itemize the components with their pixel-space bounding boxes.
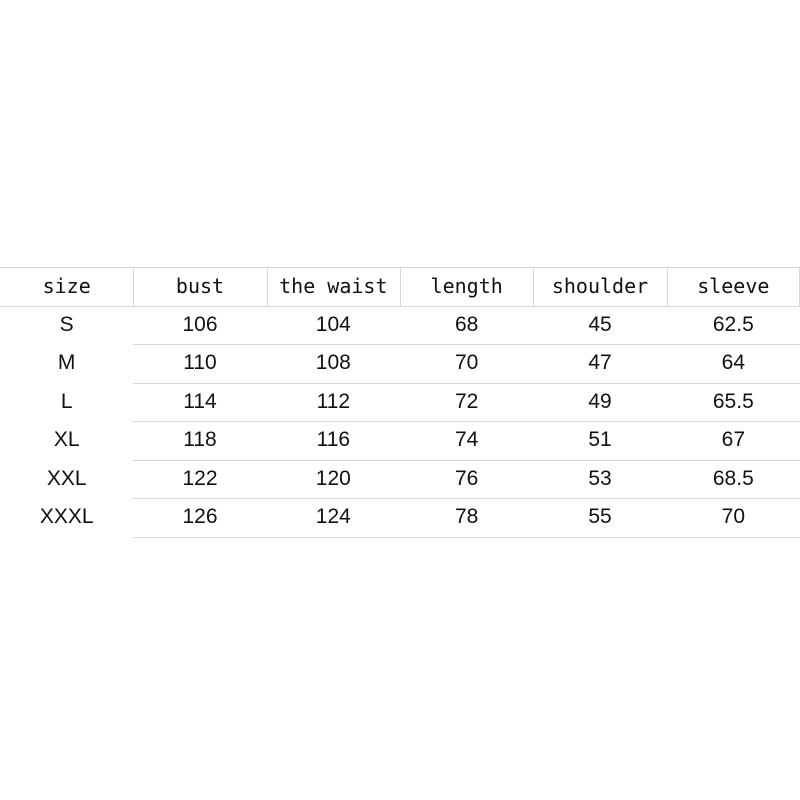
header-cell: shoulder (551, 274, 649, 299)
measure-cell: 70 (721, 505, 745, 529)
size-label: XXXL (39, 505, 94, 529)
measure-cell: 68 (454, 312, 479, 336)
measure-cell: 126 (182, 505, 218, 529)
measure-cell: 70 (454, 351, 479, 375)
row-divider (133, 382, 800, 384)
column-divider (666, 267, 668, 306)
measure-cell: 76 (454, 466, 479, 490)
row-divider (133, 536, 800, 538)
row-divider (133, 459, 800, 461)
measure-cell: 120 (315, 466, 351, 490)
measure-cell: 114 (183, 389, 217, 413)
header-cell: length (430, 274, 503, 299)
measure-cell: 64 (721, 351, 745, 375)
measure-cell: 122 (182, 466, 218, 490)
column-divider (400, 267, 401, 306)
header-cell: the waist (279, 274, 388, 299)
row-divider (133, 421, 800, 422)
measure-cell: 62.5 (712, 312, 754, 336)
measure-cell: 78 (454, 505, 479, 529)
measure-cell: 45 (588, 312, 612, 336)
measure-cell: 55 (588, 505, 612, 529)
header-cell: size (42, 274, 91, 299)
measure-cell: 51 (588, 428, 612, 452)
header-border (0, 305, 800, 307)
header-cell: sleeve (697, 274, 770, 299)
measure-cell: 65.5 (712, 389, 754, 413)
size-label: S (59, 312, 74, 336)
size-label: XXL (46, 466, 87, 490)
measure-cell: 116 (316, 428, 351, 452)
column-divider (533, 267, 535, 306)
measure-cell: 47 (588, 351, 612, 375)
column-divider (133, 267, 135, 306)
row-divider (133, 344, 800, 345)
size-label: XL (53, 428, 80, 452)
measure-cell: 106 (182, 312, 218, 336)
measure-cell: 49 (588, 389, 612, 413)
measure-cell: 67 (721, 428, 745, 452)
size-label: L (60, 389, 73, 413)
measure-cell: 108 (315, 351, 351, 375)
row-divider (133, 498, 800, 499)
measure-cell: 53 (588, 466, 612, 490)
size-label: M (57, 351, 76, 375)
header-cell: bust (175, 274, 225, 299)
measure-cell: 72 (454, 389, 479, 413)
measure-cell: 110 (183, 351, 217, 375)
measure-cell: 74 (454, 428, 479, 452)
column-divider (266, 267, 268, 306)
measure-cell: 104 (315, 312, 351, 336)
measure-cell: 68.5 (712, 466, 754, 490)
measure-cell: 124 (315, 505, 351, 529)
measure-cell: 118 (183, 428, 217, 452)
measure-cell: 112 (316, 389, 351, 413)
